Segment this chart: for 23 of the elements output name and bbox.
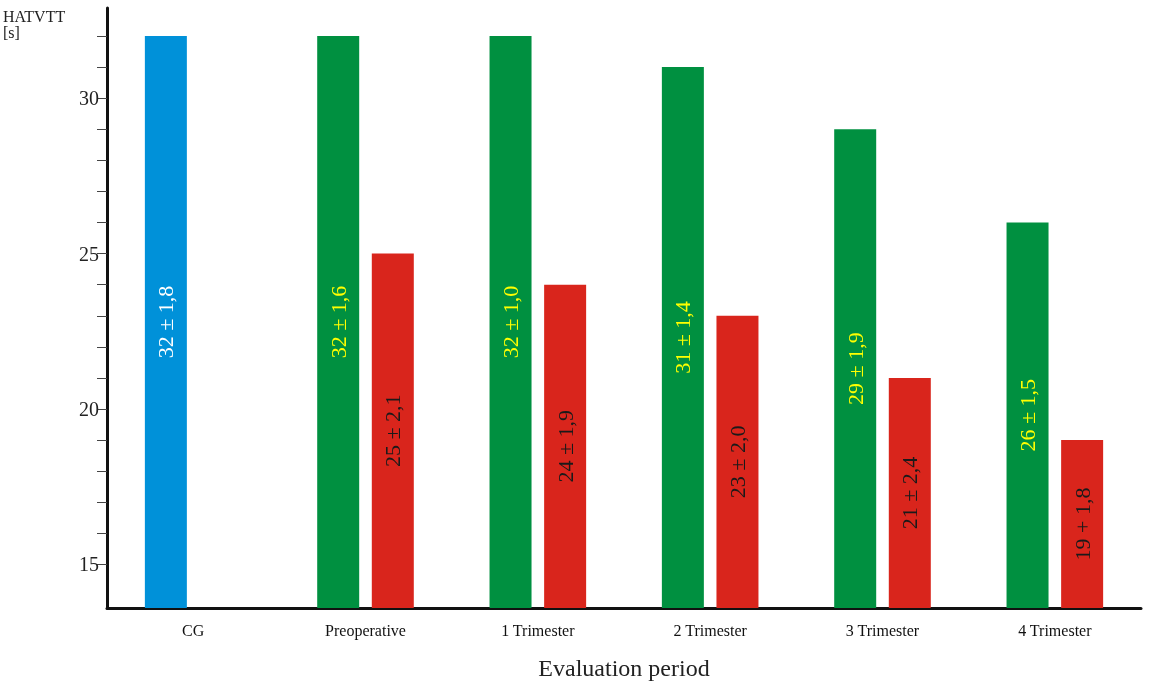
data-label: 29 ± 1,9 <box>842 332 868 405</box>
data-label: 32 ± 1,6 <box>325 285 351 359</box>
data-label: 21 ± 2,4 <box>897 456 923 530</box>
x-tick-label: 3 Trimester <box>845 621 920 639</box>
data-label: 26 ± 1,5 <box>1015 378 1041 452</box>
x-tick-label: Preoperative <box>325 621 406 640</box>
y-tick-label: 30 <box>79 87 99 110</box>
data-label: 32 ± 1,8 <box>153 285 179 359</box>
x-tick-label: CG <box>182 621 205 639</box>
data-label: 19 + 1,8 <box>1069 487 1095 561</box>
y-tick-label: 20 <box>79 398 99 421</box>
data-label: 32 ± 1,0 <box>498 285 524 359</box>
x-tick-label: 2 Trimester <box>673 621 748 639</box>
data-label: 25 ± 2,1 <box>380 394 406 468</box>
x-tick-label: 4 Trimester <box>1018 621 1093 639</box>
data-label: 24 ± 1,9 <box>552 410 578 483</box>
x-axis-title: Evaluation period <box>538 655 710 681</box>
y-tick-label: 25 <box>79 242 99 265</box>
y-tick-label: 15 <box>79 553 99 576</box>
data-label: 23 ± 2,0 <box>724 425 750 499</box>
x-tick-label: 1 Trimester <box>501 621 576 639</box>
data-label: 31 ± 1,4 <box>670 301 696 374</box>
y-axis-title: HATVTT [s] <box>3 7 66 41</box>
